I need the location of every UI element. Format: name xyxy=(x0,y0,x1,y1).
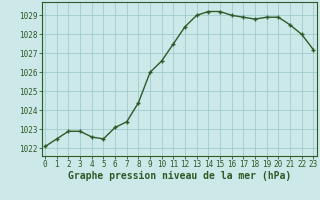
X-axis label: Graphe pression niveau de la mer (hPa): Graphe pression niveau de la mer (hPa) xyxy=(68,171,291,181)
